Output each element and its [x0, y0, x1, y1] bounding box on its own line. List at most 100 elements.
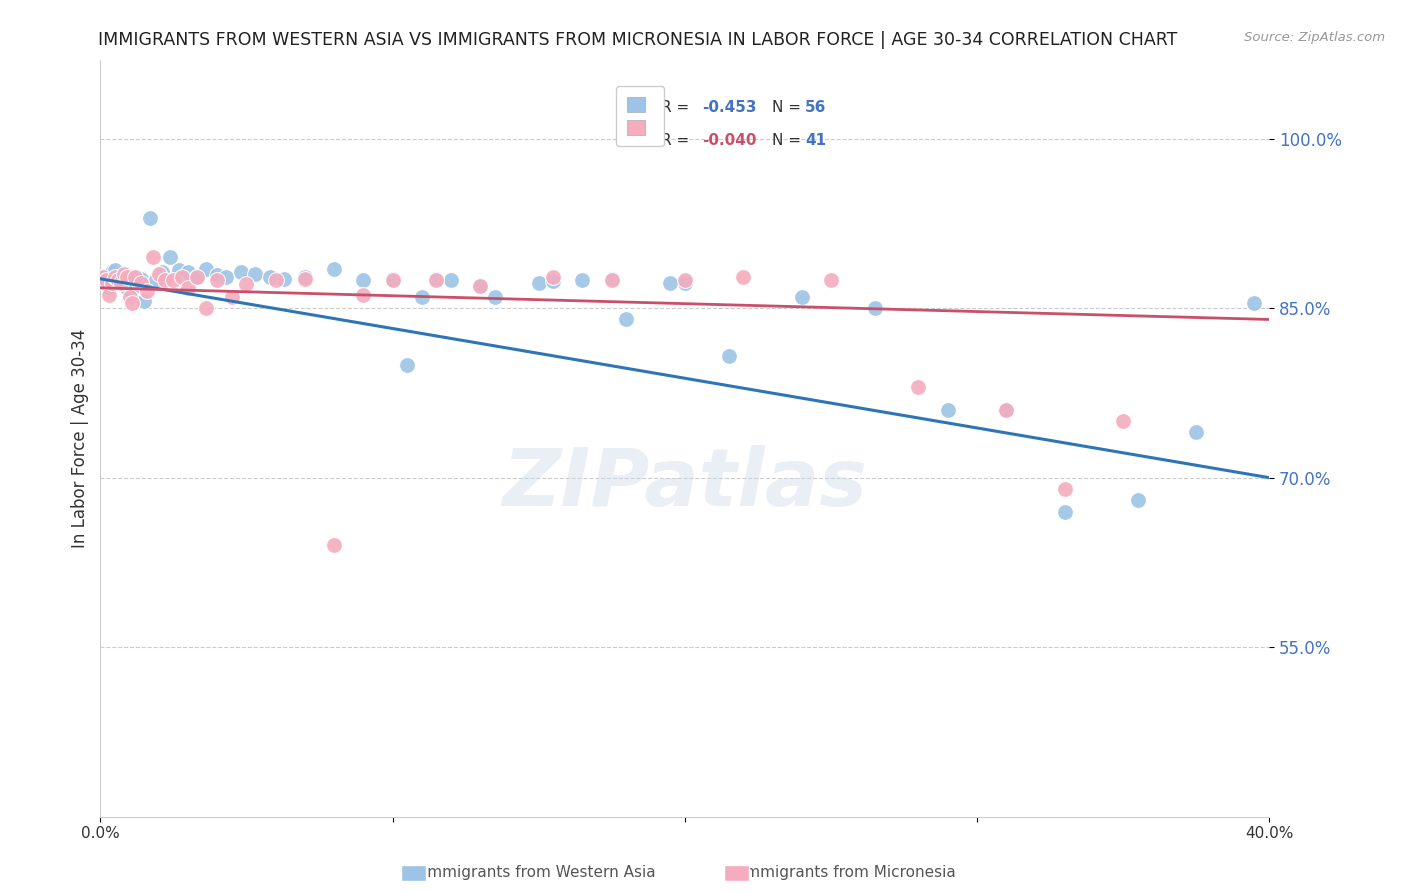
Point: [527, 277, 550, 291]
Point: [112, 272, 135, 286]
Point: [162, 273, 184, 287]
Text: N =: N =: [772, 133, 806, 148]
Text: 56: 56: [806, 100, 827, 115]
Point: [1126, 493, 1149, 508]
Point: [717, 349, 740, 363]
Legend: , : ,: [616, 87, 664, 146]
Point: [145, 273, 167, 287]
Point: [150, 265, 173, 279]
Point: [124, 269, 146, 284]
Point: [129, 272, 152, 286]
Point: [177, 281, 200, 295]
Point: [425, 272, 447, 286]
Point: [440, 273, 463, 287]
Point: [1112, 414, 1135, 428]
Point: [98, 279, 121, 293]
Point: [205, 268, 228, 283]
Point: [110, 275, 132, 289]
Point: [600, 273, 623, 287]
Point: [541, 274, 564, 288]
Point: [733, 269, 755, 284]
Point: [1185, 425, 1208, 440]
Point: [1243, 295, 1265, 310]
Point: [820, 273, 842, 287]
Point: [229, 265, 252, 279]
Text: -0.453: -0.453: [702, 100, 756, 115]
Point: [115, 269, 138, 284]
Point: [1053, 482, 1076, 496]
Point: [96, 277, 118, 292]
Text: Immigrants from Western Asia: Immigrants from Western Asia: [413, 865, 655, 880]
Point: [323, 538, 346, 552]
Text: ZIPatlas: ZIPatlas: [502, 444, 868, 523]
Point: [673, 273, 696, 287]
Point: [659, 277, 682, 291]
Text: N =: N =: [772, 100, 806, 115]
Point: [245, 267, 267, 281]
Point: [91, 269, 114, 284]
Point: [186, 269, 208, 284]
Text: R =: R =: [661, 100, 695, 115]
Point: [129, 277, 152, 291]
Point: [194, 261, 217, 276]
Point: [352, 273, 374, 287]
Point: [96, 273, 118, 287]
Point: [294, 272, 316, 286]
Point: [571, 273, 593, 287]
Point: [470, 278, 492, 293]
Point: [863, 301, 886, 315]
Point: [118, 277, 141, 292]
Point: [110, 277, 132, 291]
Point: [159, 250, 181, 264]
Point: [396, 358, 419, 372]
Point: [323, 261, 346, 276]
Point: [352, 287, 374, 301]
Point: [425, 273, 447, 287]
Point: [118, 290, 141, 304]
Point: [294, 269, 316, 284]
Point: [411, 290, 433, 304]
Point: [153, 273, 176, 287]
Point: [121, 295, 143, 310]
Point: [790, 290, 813, 304]
Point: [134, 294, 156, 309]
Text: -0.040: -0.040: [702, 133, 756, 148]
Point: [936, 402, 959, 417]
Point: [235, 277, 257, 292]
Point: [995, 402, 1018, 417]
Point: [264, 273, 287, 287]
Point: [221, 290, 243, 304]
Point: [205, 273, 228, 287]
Point: [167, 262, 190, 277]
Point: [215, 269, 238, 284]
Point: [995, 402, 1018, 417]
Point: [127, 274, 149, 288]
Point: [107, 273, 129, 287]
Point: [148, 267, 170, 281]
Point: [101, 265, 124, 279]
Point: [98, 287, 121, 301]
Point: [381, 272, 404, 286]
Point: [673, 277, 696, 291]
Point: [907, 380, 929, 394]
Text: R =: R =: [661, 133, 695, 148]
Point: [139, 211, 162, 225]
Point: [614, 312, 637, 326]
Y-axis label: In Labor Force | Age 30-34: In Labor Force | Age 30-34: [72, 328, 89, 548]
Point: [101, 277, 124, 291]
Point: [541, 269, 564, 284]
Point: [1053, 504, 1076, 518]
Point: [172, 269, 194, 284]
Point: [381, 273, 404, 287]
Point: [121, 269, 143, 284]
Point: [124, 278, 146, 293]
Text: Immigrants from Micronesia: Immigrants from Micronesia: [731, 865, 956, 880]
Text: 41: 41: [806, 133, 827, 148]
Point: [136, 284, 159, 298]
Point: [91, 269, 114, 284]
Point: [177, 265, 200, 279]
Point: [101, 267, 124, 281]
Point: [484, 290, 506, 304]
Point: [107, 273, 129, 287]
Point: [112, 267, 135, 281]
